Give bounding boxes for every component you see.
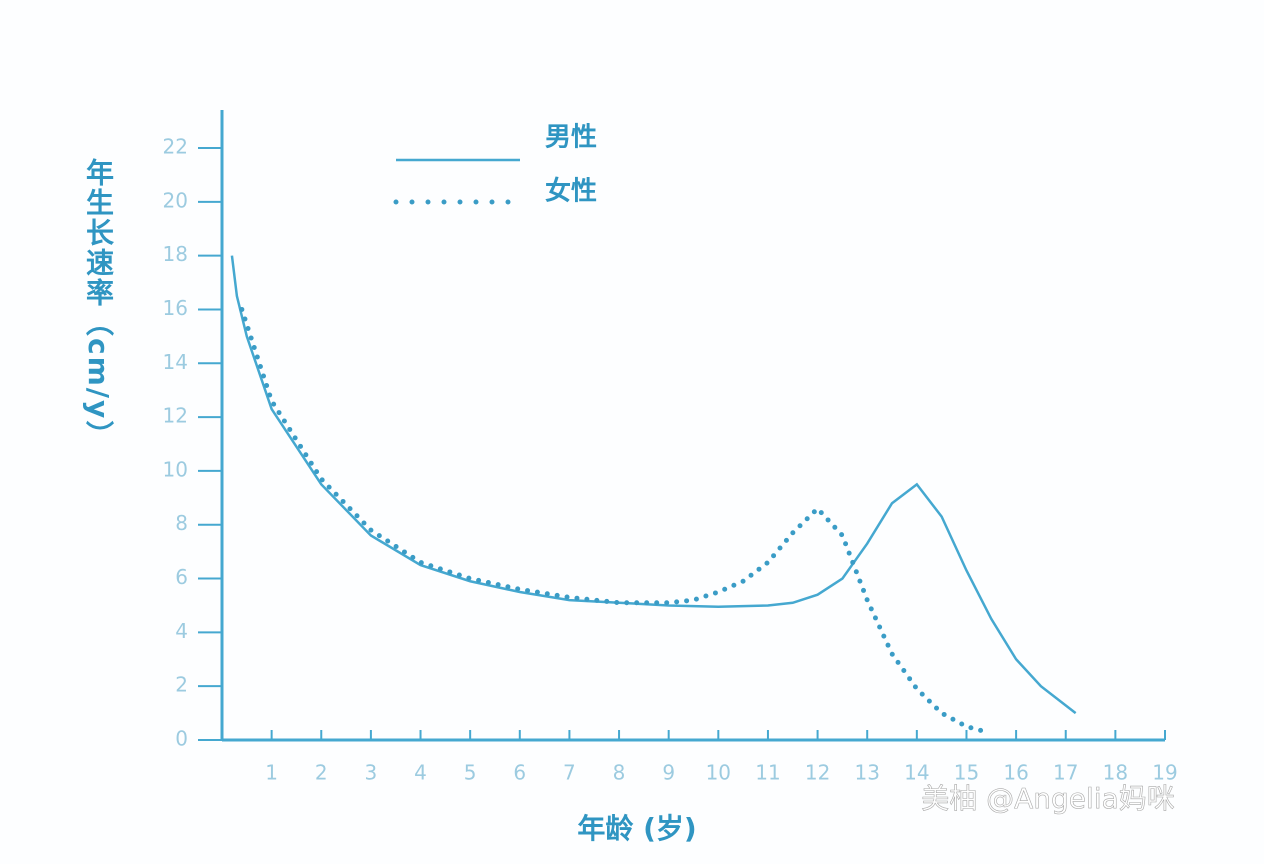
x-tick-label: 6	[513, 761, 526, 785]
y-tick-label: 4	[175, 619, 188, 643]
y-tick-label: 2	[175, 673, 188, 697]
x-tick-label: 11	[755, 761, 780, 785]
y-tick-label: 20	[163, 188, 188, 212]
x-tick-label: 13	[854, 761, 879, 785]
x-tick-label: 7	[563, 761, 576, 785]
legend-label: 女性	[545, 176, 597, 207]
y-tick-label: 8	[175, 511, 188, 535]
y-axis-label: 年生长速率（cm/y）	[82, 158, 115, 451]
x-tick-label: 5	[464, 761, 477, 785]
series-line	[230, 255, 1077, 715]
x-tick-label: 15	[954, 761, 979, 785]
watermark: 美柚 @Angelia妈咪	[921, 782, 1175, 815]
x-tick-label: 2	[315, 761, 328, 785]
x-tick-label: 10	[706, 761, 731, 785]
x-tick-label: 8	[613, 761, 626, 785]
series-line	[239, 306, 989, 735]
y-tick-label: 0	[175, 727, 188, 751]
x-tick-label: 4	[414, 761, 427, 785]
y-tick-label: 14	[163, 350, 188, 374]
x-axis-label: 年龄 (岁)	[577, 812, 696, 845]
y-tick-label: 12	[163, 404, 188, 428]
x-tick-label: 19	[1152, 761, 1177, 785]
x-tick-label: 12	[805, 761, 830, 785]
x-tick-label: 3	[365, 761, 378, 785]
x-tick-label: 18	[1103, 761, 1128, 785]
y-tick-label: 18	[163, 242, 188, 266]
x-tick-label: 9	[662, 761, 675, 785]
y-tick-label: 22	[163, 135, 188, 159]
x-tick-label: 1	[265, 761, 278, 785]
y-tick-label: 16	[163, 296, 188, 320]
y-tick-label: 10	[163, 457, 188, 481]
x-tick-label: 16	[1003, 761, 1028, 785]
x-tick-label: 17	[1053, 761, 1078, 785]
x-tick-label: 14	[904, 761, 929, 785]
legend-label: 男性	[545, 123, 597, 153]
y-tick-label: 6	[175, 565, 188, 589]
